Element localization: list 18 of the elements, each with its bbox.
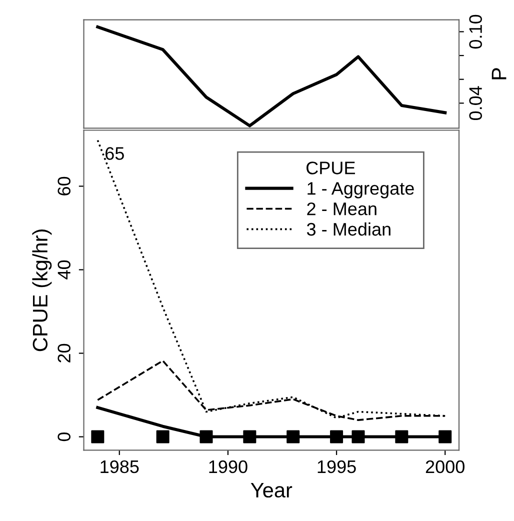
y-axis-title: P: [492, 68, 506, 80]
legend-title: CPUE: [306, 162, 355, 174]
x-tick-label: 1995: [318, 460, 356, 474]
x-axis-title: Year: [250, 483, 292, 498]
y-tick-label: 0.04: [469, 86, 482, 120]
x-tick-label: 1985: [100, 460, 139, 474]
legend-label: 1 - Aggregate: [308, 182, 414, 198]
y-tick-label: 0: [58, 432, 70, 442]
y-tick-label: 40: [58, 260, 70, 280]
y-tick-label: 60: [58, 176, 70, 196]
annotation: 65: [106, 147, 124, 160]
legend-label: 2 - Mean: [307, 202, 376, 216]
y-axis-title: CPUE (kg/hr): [32, 230, 52, 352]
legend-label: 3 - Median: [306, 222, 390, 236]
y-tick-label: 0.10: [469, 14, 482, 49]
x-tick-label: 2000: [426, 460, 464, 474]
y-tick-label: 20: [58, 344, 70, 362]
x-tick-label: 1990: [209, 460, 248, 474]
